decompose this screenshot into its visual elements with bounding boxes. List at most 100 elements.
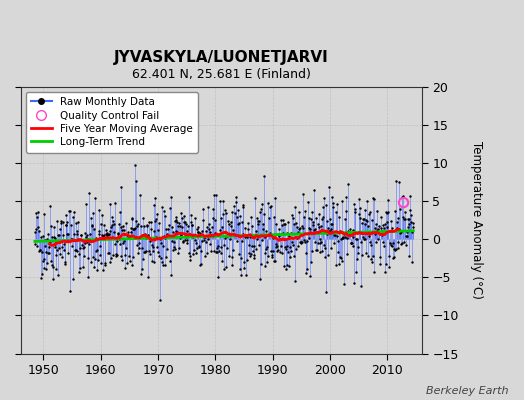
Point	[166, 204, 174, 211]
Point	[176, 235, 184, 241]
Point	[192, 240, 200, 246]
Point	[67, 236, 75, 242]
Point	[215, 230, 223, 237]
Point	[321, 254, 330, 260]
Point	[41, 242, 49, 249]
Point	[147, 226, 155, 232]
Point	[237, 238, 246, 244]
Point	[198, 228, 206, 234]
Point	[184, 232, 192, 239]
Point	[364, 223, 372, 229]
Point	[397, 241, 405, 248]
Point	[275, 232, 283, 239]
Legend: Raw Monthly Data, Quality Control Fail, Five Year Moving Average, Long-Term Tren: Raw Monthly Data, Quality Control Fail, …	[26, 92, 198, 152]
Point	[361, 207, 369, 213]
Point	[37, 275, 45, 281]
Point	[396, 230, 404, 236]
Point	[247, 223, 256, 229]
Point	[385, 263, 393, 270]
Point	[219, 210, 227, 217]
Point	[60, 259, 69, 265]
Point	[114, 230, 122, 236]
Point	[215, 227, 224, 233]
Point	[260, 210, 268, 217]
Point	[317, 239, 325, 245]
Point	[361, 236, 369, 242]
Point	[46, 203, 54, 209]
Point	[73, 248, 81, 254]
Point	[304, 199, 312, 205]
Point	[337, 236, 345, 242]
Point	[131, 225, 139, 231]
Point	[74, 219, 83, 225]
Point	[265, 215, 273, 221]
Point	[299, 191, 308, 198]
Point	[38, 258, 47, 264]
Point	[92, 246, 101, 253]
Point	[266, 204, 274, 210]
Point	[397, 228, 406, 235]
Point	[60, 241, 68, 248]
Point	[373, 208, 381, 214]
Point	[228, 208, 237, 215]
Point	[255, 218, 264, 224]
Point	[169, 229, 177, 236]
Point	[81, 240, 89, 246]
Point	[236, 255, 245, 262]
Point	[243, 257, 252, 264]
Point	[114, 220, 123, 227]
Point	[241, 225, 249, 232]
Point	[230, 230, 238, 237]
Point	[100, 222, 108, 228]
Point	[117, 224, 125, 230]
Point	[107, 255, 116, 261]
Point	[339, 235, 347, 241]
Point	[162, 226, 171, 232]
Point	[133, 242, 141, 248]
Point	[353, 236, 361, 243]
Point	[48, 276, 57, 282]
Point	[393, 224, 401, 231]
Point	[66, 288, 74, 294]
Point	[56, 226, 64, 232]
Point	[42, 266, 50, 272]
Point	[89, 254, 97, 261]
Point	[86, 259, 95, 266]
Point	[86, 238, 94, 244]
Point	[385, 252, 394, 259]
Point	[145, 248, 153, 254]
Point	[149, 202, 158, 208]
Point	[78, 237, 86, 244]
Point	[52, 252, 61, 258]
Point	[231, 232, 239, 238]
Point	[408, 229, 416, 235]
Point	[305, 235, 313, 241]
Point	[359, 236, 368, 242]
Point	[302, 250, 310, 256]
Point	[211, 230, 220, 236]
Point	[123, 260, 132, 266]
Point	[137, 266, 146, 272]
Point	[357, 239, 365, 246]
Point	[328, 194, 336, 200]
Point	[233, 238, 241, 244]
Point	[173, 228, 181, 235]
Point	[299, 225, 307, 232]
Point	[136, 271, 145, 278]
Point	[179, 238, 188, 245]
Point	[47, 222, 56, 229]
Point	[264, 200, 272, 206]
Point	[361, 220, 369, 227]
Point	[115, 208, 124, 215]
Point	[318, 248, 326, 254]
Point	[402, 242, 410, 248]
Point	[141, 249, 149, 256]
Point	[241, 234, 249, 240]
Point	[306, 273, 314, 279]
Point	[204, 236, 212, 242]
Point	[88, 222, 96, 229]
Point	[101, 262, 110, 268]
Point	[298, 239, 307, 245]
Point	[285, 263, 293, 269]
Point	[83, 274, 92, 280]
